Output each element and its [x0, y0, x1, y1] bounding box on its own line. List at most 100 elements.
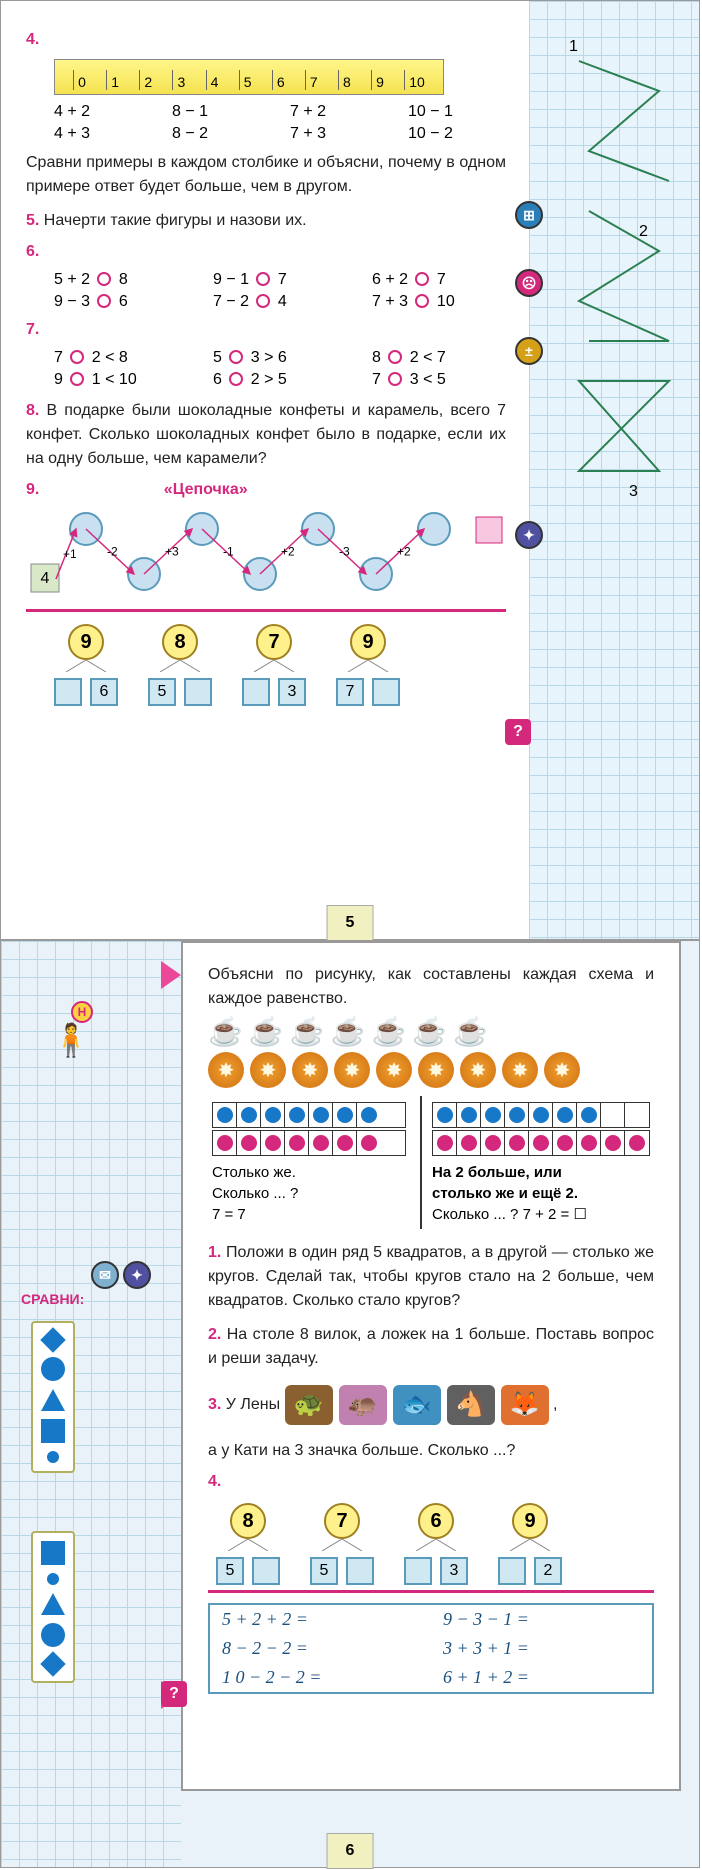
equation-cell: 3 + 3 + 1 =	[431, 1634, 652, 1663]
equation-cell: 8 − 2 − 2 =	[210, 1634, 431, 1663]
qmark-badge-2: ?	[161, 1681, 187, 1707]
page6-content: Объясни по рисункy, как составлены кажда…	[181, 941, 681, 1791]
strip-b2	[432, 1130, 650, 1156]
dot-cell	[577, 1131, 601, 1155]
dot-cell	[457, 1131, 481, 1155]
svg-text:+2: +2	[281, 545, 295, 559]
bond-part: 5	[310, 1557, 338, 1585]
dot-cell	[357, 1131, 381, 1155]
ruler-tick: 10	[404, 70, 425, 90]
equation-grid: 5 + 2 + 2 =9 − 3 − 1 =8 − 2 − 2 =3 + 3 +…	[208, 1603, 654, 1694]
animal-badge: 🦛	[339, 1385, 387, 1425]
bond-whole: 9	[68, 624, 104, 660]
bond-part	[372, 678, 400, 706]
ex9-number: 9.	[26, 481, 39, 498]
dot-cell	[285, 1103, 309, 1127]
shape-tri	[41, 1593, 65, 1615]
strip-a1	[212, 1102, 406, 1128]
shape-sq	[41, 1541, 65, 1565]
expr: 4 + 3	[54, 125, 152, 143]
bond-part	[252, 1557, 280, 1585]
shape-dia	[40, 1651, 65, 1676]
ruler-tick: 8	[338, 70, 351, 90]
cups-row: ☕☕☕☕☕☕☕	[208, 1015, 654, 1048]
compare-expr: 6 2 > 5	[213, 371, 347, 389]
expr: 4 + 2	[54, 103, 152, 121]
page-number-6: 6	[327, 1833, 374, 1869]
compare-expr: 5 + 2 8	[54, 271, 188, 289]
equation-cell: 5 + 2 + 2 =	[210, 1605, 431, 1634]
ruler-tick: 3	[172, 70, 185, 90]
ruler-tick: 5	[239, 70, 252, 90]
dot-cell	[529, 1103, 553, 1127]
ruler-tick: 0	[73, 70, 86, 90]
number-bonds-6: 85756392	[216, 1503, 654, 1585]
ex4-instruction: Сравни примеры в каждом столбике и объяс…	[26, 151, 506, 199]
dot-cell	[625, 1103, 649, 1127]
bond-part: 3	[278, 678, 306, 706]
bond-part: 2	[534, 1557, 562, 1585]
bond-part	[242, 678, 270, 706]
compare-expr: 7 3 < 5	[372, 371, 506, 389]
grid-sidebar-right: 1 2 3 ⊞ ☹ ± ✦	[529, 1, 699, 939]
dot-cell	[433, 1131, 457, 1155]
intro-text: Объясни по рисункy, как составлены кажда…	[208, 963, 654, 1011]
bond-whole: 7	[324, 1503, 360, 1539]
compare-expr: 7 + 3 10	[372, 293, 506, 311]
dot-cell	[261, 1103, 285, 1127]
bond-whole: 6	[418, 1503, 454, 1539]
panel-b: На 2 больше, или столько же и ещё 2. Ско…	[420, 1096, 654, 1229]
bond-whole: 9	[350, 624, 386, 660]
compare-expr: 9 − 1 7	[213, 271, 347, 289]
pink-arrow-1	[161, 961, 181, 989]
svg-text:-1: -1	[223, 545, 234, 559]
expr: 7 + 2	[290, 103, 388, 121]
grid-sidebar-left: 🧍 Н ✉ ✦ СРАВНИ:	[1, 941, 181, 1867]
p6-ex2-text: На столе 8 вилок, а ложек на 1 больше. П…	[208, 1326, 654, 1367]
cup-icon: ☕	[208, 1015, 243, 1048]
shape-circ	[41, 1623, 65, 1647]
bond-part: 6	[90, 678, 118, 706]
animal-badges: 🐢🦛🐟🐴🦊	[285, 1385, 549, 1425]
dot-cell	[481, 1131, 505, 1155]
text-a1: Столько же.	[212, 1162, 406, 1183]
dot-cell	[213, 1131, 237, 1155]
ex5-text: Начерти такие фигуры и назови их.	[44, 212, 307, 229]
ex4-number: 4.	[26, 31, 39, 48]
dot-cell	[529, 1131, 553, 1155]
dot-cell	[237, 1131, 261, 1155]
svg-text:+3: +3	[165, 545, 179, 559]
compare-expr: 6 + 2 7	[372, 271, 506, 289]
bond-part: 5	[216, 1557, 244, 1585]
text-b1: На 2 больше, или	[432, 1162, 650, 1183]
bond-whole: 8	[230, 1503, 266, 1539]
dot-cell	[433, 1103, 457, 1127]
ruler-tick: 2	[139, 70, 152, 90]
shape-circ	[41, 1357, 65, 1381]
ex6-number: 6.	[26, 243, 39, 260]
dot-cell	[357, 1103, 381, 1127]
compare-expr: 9 − 3 6	[54, 293, 188, 311]
dot-cell	[457, 1103, 481, 1127]
p6-ex2-num: 2.	[208, 1326, 221, 1343]
plusminus-icon: ±	[515, 337, 543, 365]
bond-part: 7	[336, 678, 364, 706]
dot-cell	[553, 1103, 577, 1127]
bond-part	[346, 1557, 374, 1585]
ex8-text: В подарке были шоколадные конфеты и кара…	[26, 402, 506, 467]
number-bond: 85	[216, 1503, 280, 1585]
number-bond: 73	[242, 624, 306, 706]
chain-diagram: 4+1-2+3-1+2-3+2	[26, 509, 506, 599]
number-bonds: 96857397	[54, 624, 506, 706]
equation-cell: 1 0 − 2 − 2 =	[210, 1663, 431, 1692]
svg-text:-2: -2	[107, 545, 118, 559]
number-bond: 63	[404, 1503, 468, 1585]
star-medal-icon: ✸	[418, 1052, 454, 1088]
dot-cell	[237, 1103, 261, 1127]
pink-underline	[26, 608, 506, 612]
ruler-tick: 7	[305, 70, 318, 90]
text-a2: Сколько ... ?	[212, 1183, 406, 1204]
boy-icon: 🧍	[51, 1021, 91, 1059]
equation-cell: 6 + 1 + 2 =	[431, 1663, 652, 1692]
compare-expr: 7 − 2 4	[213, 293, 347, 311]
